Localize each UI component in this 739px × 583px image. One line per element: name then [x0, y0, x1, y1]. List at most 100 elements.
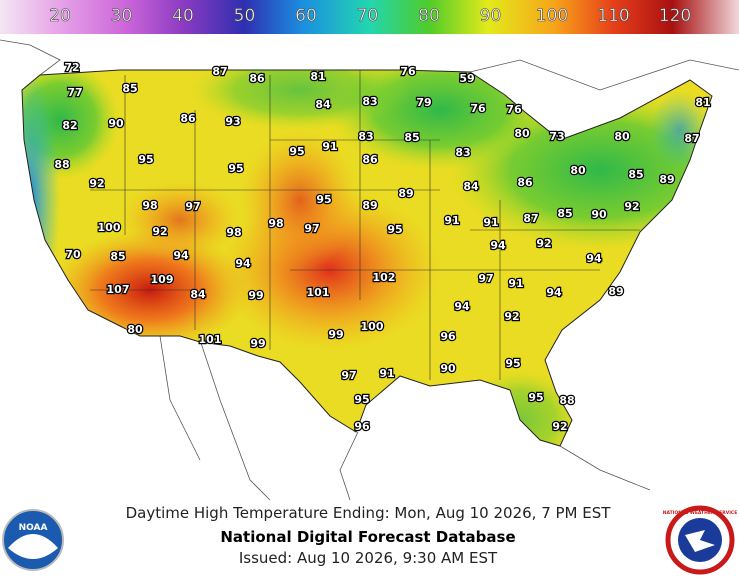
temperature-label: 92	[552, 420, 567, 433]
temperature-label: 86	[517, 176, 533, 189]
temperature-label: 80	[127, 323, 143, 336]
temperature-label: 95	[354, 393, 369, 406]
temperature-label: 76	[470, 102, 486, 115]
temperature-label: 100	[98, 221, 121, 234]
temperature-label: 86	[249, 72, 265, 85]
temperature-label: 94	[586, 252, 602, 265]
temperature-label: 80	[570, 164, 586, 177]
legend-tick-label: 20	[49, 6, 71, 26]
temperature-label: 89	[608, 285, 623, 298]
noaa-logo: NOAA	[2, 509, 64, 571]
temperature-label: 93	[225, 115, 240, 128]
legend: 20 30 40 50 60 70 80 90 100 110 120	[49, 6, 692, 27]
temperature-label: 59	[459, 72, 474, 85]
temperature-label: 98	[142, 199, 157, 212]
temperature-label: 84	[315, 98, 331, 111]
temperature-label: 90	[591, 208, 607, 221]
temperature-label: 99	[328, 328, 343, 341]
temperature-label: 97	[304, 222, 319, 235]
temperature-label: 87	[523, 212, 538, 225]
temperature-label: 89	[398, 187, 413, 200]
temperature-label: 98	[226, 226, 241, 239]
temperature-label: 70	[65, 248, 81, 261]
temperature-label: 91	[379, 367, 394, 380]
temperature-label: 88	[54, 158, 69, 171]
temperature-label: 89	[659, 173, 674, 186]
temperature-label: 76	[400, 65, 416, 78]
temperature-label: 85	[110, 250, 125, 263]
temperature-label: 84	[190, 288, 206, 301]
temperature-label: 77	[67, 86, 82, 99]
temperature-label: 84	[463, 180, 479, 193]
temperature-label: 89	[362, 199, 377, 212]
temperature-label: 73	[549, 130, 564, 143]
legend-tick-label: 80	[418, 6, 440, 26]
temperature-label: 86	[362, 153, 378, 166]
temperature-label: 95	[528, 391, 543, 404]
temperature-label: 100	[361, 320, 384, 333]
temperature-label: 85	[628, 168, 643, 181]
legend-tick-label: 120	[659, 6, 691, 26]
noaa-text: NOAA	[19, 523, 48, 533]
temperature-label: 87	[212, 65, 227, 78]
temperature-label: 99	[248, 289, 263, 302]
temperature-label: 102	[373, 271, 396, 284]
temperature-label: 94	[173, 249, 189, 262]
temperature-label: 90	[108, 117, 124, 130]
temperature-label: 95	[289, 145, 304, 158]
temperature-label: 81	[695, 96, 710, 109]
temperature-label: 92	[152, 225, 167, 238]
temperature-label: 107	[107, 283, 130, 296]
temperature-label: 92	[536, 237, 551, 250]
temperature-label: 83	[362, 95, 377, 108]
legend-tick-label: 50	[234, 6, 256, 26]
color-bar	[0, 0, 739, 34]
temperature-label: 85	[557, 207, 572, 220]
temperature-label: 95	[138, 153, 153, 166]
temperature-label: 98	[268, 217, 283, 230]
temperature-label: 94	[235, 257, 251, 270]
temperature-label: 92	[504, 310, 519, 323]
temperature-label: 88	[559, 394, 574, 407]
temperature-label: 95	[316, 193, 331, 206]
temperature-labels: 72 77 85 87 86 81 76 59 82 90 86 93 84 83 79 76 76 81 88 95…	[53, 60, 712, 435]
temperature-label: 83	[455, 146, 470, 159]
temperature-label: 94	[490, 239, 506, 252]
temperature-label: 85	[122, 82, 137, 95]
footer-issued: Issued: Aug 10 2026, 9:30 AM EST	[239, 549, 498, 567]
temperature-label: 101	[199, 333, 222, 346]
temperature-label: 92	[624, 200, 639, 213]
temperature-label: 72	[64, 61, 79, 74]
temperature-label: 87	[684, 132, 699, 145]
temperature-label: 96	[440, 330, 456, 343]
temperature-label: 81	[310, 70, 325, 83]
temperature-label: 95	[505, 357, 520, 370]
temperature-label: 80	[514, 127, 530, 140]
temperature-label: 82	[62, 119, 77, 132]
temperature-label: 96	[354, 420, 370, 433]
temperature-label: 80	[614, 130, 630, 143]
footer-line: Daytime High Temperature Ending: Mon, Au…	[126, 504, 612, 522]
temperature-label: 99	[250, 337, 265, 350]
temperature-label: 91	[483, 216, 498, 229]
temperature-label: 97	[341, 369, 356, 382]
temperature-label: 97	[478, 272, 493, 285]
footer-title: National Digital Forecast Database	[220, 528, 515, 546]
temperature-label: 94	[546, 286, 562, 299]
temperature-label: 76	[506, 103, 522, 116]
temperature-label: 85	[404, 131, 419, 144]
temperature-label: 95	[387, 223, 402, 236]
temperature-label: 109	[151, 273, 174, 286]
nws-logo: NATIONAL WEATHER SERVICE	[663, 505, 738, 575]
nws-text: NATIONAL WEATHER SERVICE	[663, 510, 738, 516]
state-borders	[90, 70, 640, 380]
temperature-label: 97	[185, 200, 200, 213]
temperature-label: 101	[307, 286, 330, 299]
legend-tick-label: 60	[295, 6, 317, 26]
legend-tick-label: 90	[480, 6, 502, 26]
temperature-label: 92	[89, 177, 104, 190]
temperature-label: 94	[454, 300, 470, 313]
temperature-label: 90	[440, 362, 456, 375]
legend-tick-label: 30	[111, 6, 133, 26]
